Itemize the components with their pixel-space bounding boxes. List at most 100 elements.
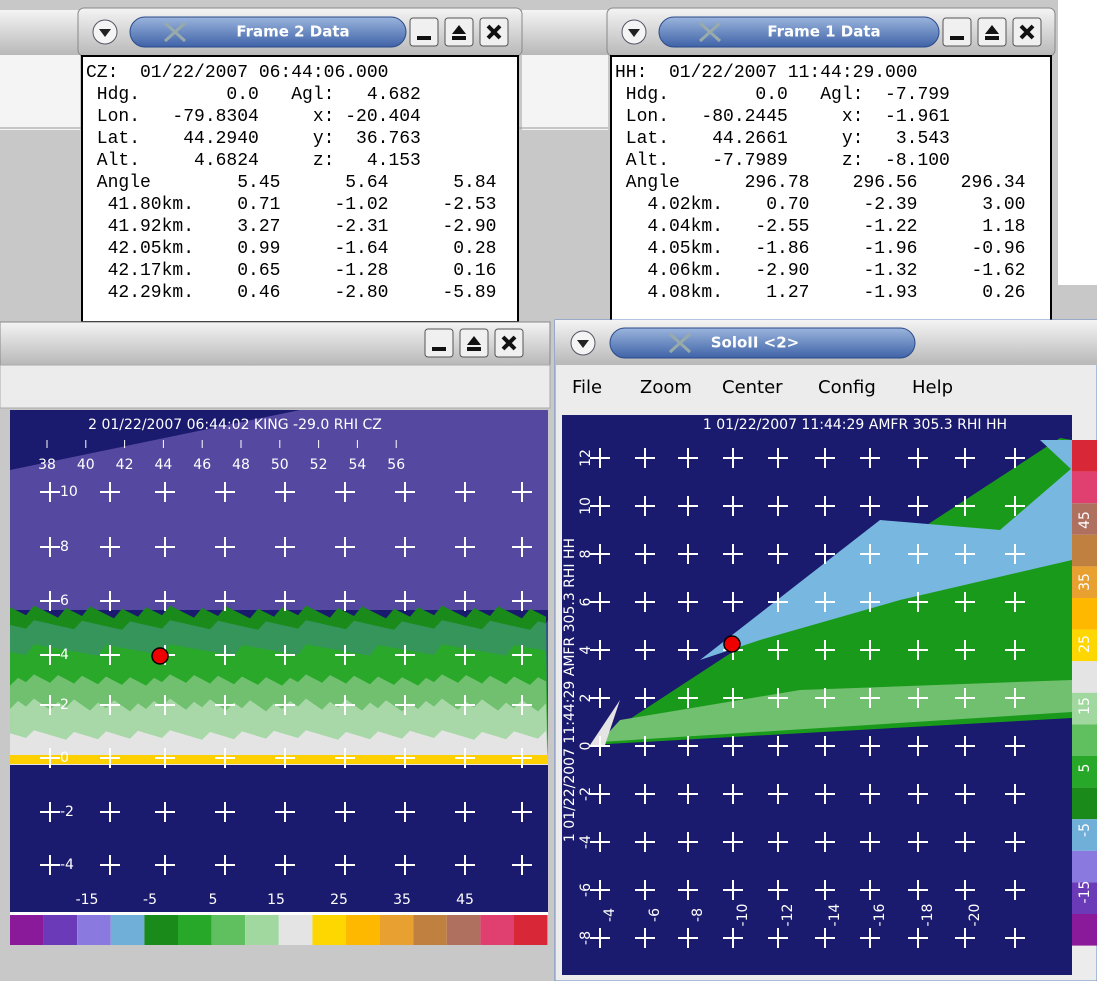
menu-item[interactable]: Center (722, 377, 783, 398)
colorbar-cell (178, 915, 212, 945)
right-radar-window: SoloII <2> File Zoom Center Config Help 1 01/2… (555, 320, 1097, 981)
colorbar-label: 15 (1077, 697, 1093, 715)
data-line: 4.08km. 1.27 -1.93 0.26 (615, 283, 1025, 303)
colorbar-cell (111, 915, 145, 945)
minimize-button[interactable] (943, 18, 971, 46)
x-label: 46 (193, 457, 211, 473)
colorbar-label: -5 (143, 892, 157, 908)
y-label: -4 (60, 857, 74, 873)
menu-item[interactable]: Config (818, 377, 876, 398)
colorbar-cell (1072, 851, 1097, 883)
x-label: 42 (116, 457, 134, 473)
x-label: 52 (310, 457, 328, 473)
background-window (0, 55, 80, 130)
menu-bar (0, 365, 550, 408)
x-label: -10 (735, 904, 751, 927)
minimize-button[interactable] (410, 18, 438, 46)
x-label: 38 (38, 457, 56, 473)
x-label: -18 (920, 904, 936, 927)
colorbar-cell (1072, 440, 1097, 472)
data-line: HH: 01/22/2007 11:44:29.000 (615, 63, 917, 83)
colorbar-cell (212, 915, 246, 945)
y-label: 10 (60, 484, 78, 500)
x-label: 56 (387, 457, 405, 473)
data-line: 4.02km. 0.70 -2.39 3.00 (615, 195, 1025, 215)
x-label: 50 (271, 457, 289, 473)
data-line: 42.29km. 0.46 -2.80 -5.89 (86, 283, 496, 303)
data-line: Alt. 4.6824 z: 4.153 (86, 151, 421, 171)
colorbar-cell (245, 915, 279, 945)
colorbar-cell (514, 915, 548, 945)
colorbar-cell (1072, 914, 1097, 946)
frame2-window: Frame 2 DataCZ: 01/22/2007 06:44:06.000 … (78, 8, 522, 322)
colorbar-cell (413, 915, 447, 945)
colorbar-label: -15 (1077, 881, 1093, 904)
plot-area: 1 01/22/2007 11:44:29 AMFR 305.3 RHI HH 1… (562, 415, 1072, 975)
colorbar-cell (144, 915, 178, 945)
window-title: SoloII <2> (711, 334, 800, 352)
colorbar-cell (447, 915, 481, 945)
plot-area: 2 01/22/2007 06:44:02 KING -29.0 RHI CZ 3… (10, 410, 548, 945)
data-line: Lon. -80.2445 x: -1.961 (615, 107, 950, 127)
colorbar-label: 5 (1077, 764, 1093, 773)
cursor-dot (152, 648, 168, 664)
window-title: Frame 2 Data (236, 23, 349, 41)
data-line: 41.80km. 0.71 -1.02 -2.53 (86, 195, 496, 215)
background-window (522, 55, 608, 130)
colorbar-label: -15 (76, 892, 99, 908)
background-window-bar (522, 10, 608, 55)
menu-item[interactable]: File (572, 377, 602, 398)
colorbar-cell (1072, 724, 1097, 756)
data-line: Alt. -7.7989 z: -8.100 (615, 151, 950, 171)
colorbar-cell (44, 915, 78, 945)
colorbar-cell (1072, 788, 1097, 820)
icon (950, 36, 964, 40)
window-title: Frame 1 Data (767, 23, 880, 41)
data-line: Hdg. 0.0 Agl: -7.799 (615, 85, 950, 105)
colorbar-label: 45 (456, 892, 474, 908)
icon (417, 36, 431, 40)
colorbar-cell (1072, 472, 1097, 504)
x-label: -6 (647, 908, 663, 922)
background-window-bar (0, 10, 80, 55)
x-label: -12 (780, 904, 796, 927)
colorbar-cell (1072, 598, 1097, 630)
menu-item[interactable]: Help (912, 377, 953, 398)
data-line: Angle 296.78 296.56 296.34 (615, 173, 1025, 193)
data-line: CZ: 01/22/2007 06:44:06.000 (86, 63, 388, 83)
colorbar-label: 25 (1077, 635, 1093, 653)
plot-title: 2 01/22/2007 06:44:02 KING -29.0 RHI CZ (88, 417, 382, 433)
echo-band (10, 755, 548, 764)
y-label: 4 (60, 647, 69, 663)
colorbar-cell (77, 915, 111, 945)
x-label: -20 (967, 904, 983, 927)
x-label: -14 (827, 903, 843, 926)
data-line: Lon. -79.8304 x: -20.404 (86, 107, 421, 127)
y-label: 0 (60, 750, 69, 766)
plot-title: 1 01/22/2007 11:44:29 AMFR 305.3 RHI HH (703, 417, 1007, 433)
menu-item[interactable]: Zoom (640, 377, 692, 398)
cursor-dot (724, 636, 740, 652)
colorbar-label: 35 (1077, 573, 1093, 591)
x-label: -16 (872, 903, 888, 926)
frame1-window: Frame 1 DataHH: 01/22/2007 11:44:29.000 … (607, 8, 1055, 322)
y-label: 2 (60, 697, 69, 713)
minimize-button[interactable] (425, 329, 453, 357)
data-line: Lat. 44.2940 y: 36.763 (86, 129, 421, 149)
colorbar-label: -5 (1077, 823, 1093, 837)
colorbar-cell (1072, 661, 1097, 693)
colorbar-cell (346, 915, 380, 945)
colorbar-cell (10, 915, 44, 945)
x-label: 48 (232, 457, 250, 473)
left-radar-window: 2 01/22/2007 06:44:02 KING -29.0 RHI CZ 3… (0, 322, 550, 945)
y-label: 6 (60, 593, 69, 609)
axis-title: 1 01/22/2007 11:44:29 AMFR 305.3 RHI HH (562, 538, 578, 842)
colorbar-cell (1072, 535, 1097, 567)
colorbar-cell (480, 915, 514, 945)
data-line: 4.06km. -2.90 -1.32 -1.62 (615, 261, 1025, 281)
x-label: -4 (602, 908, 618, 922)
screen: Frame 2 DataCZ: 01/22/2007 06:44:06.000 … (0, 0, 1097, 981)
x-label: 54 (348, 457, 366, 473)
colorbar-cell (279, 915, 313, 945)
data-line: Angle 5.45 5.64 5.84 (86, 173, 496, 193)
